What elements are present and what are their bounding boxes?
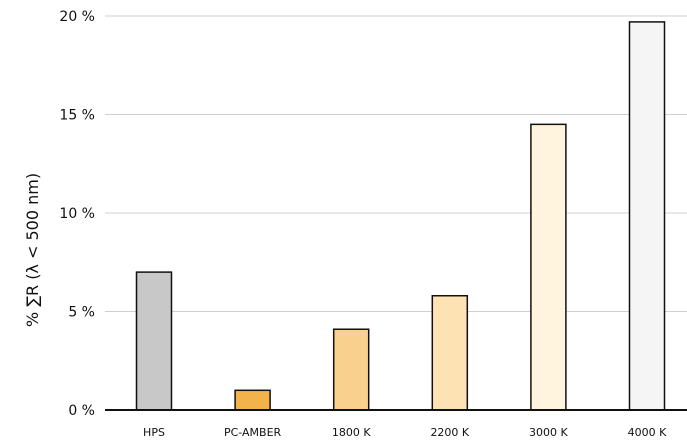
grid-lines [105, 15, 687, 312]
y-tick-label: 5 % [68, 305, 95, 321]
y-tick-label: 15 % [59, 108, 95, 124]
x-tick-label: 1800 K [332, 426, 371, 439]
bars [135, 21, 666, 411]
y-tick-label: 20 % [59, 9, 95, 25]
bar-hps [135, 271, 173, 411]
y-tick-label: 10 % [59, 206, 95, 222]
y-axis-title: % ∑R (λ < 500 nm) [23, 173, 42, 327]
x-tick-label: PC-AMBER [224, 426, 282, 439]
bar-2200-k [431, 294, 469, 411]
y-tick-label: 0 % [68, 403, 95, 419]
x-tick-labels: HPS PC-AMBER 1800 K 2200 K 3000 K 4000 K [143, 426, 667, 439]
x-tick-label: HPS [143, 426, 165, 439]
y-tick-labels: 0 % 5 % 10 % 15 % 20 % [59, 9, 95, 419]
bar-4000-k [628, 21, 666, 411]
bar-1800-k [332, 328, 370, 411]
x-tick-label: 4000 K [628, 426, 667, 439]
bar-pc-amber [234, 389, 271, 411]
x-tick-label: 3000 K [529, 426, 568, 439]
bar-3000-k [530, 123, 567, 411]
x-tick-label: 2200 K [430, 426, 469, 439]
